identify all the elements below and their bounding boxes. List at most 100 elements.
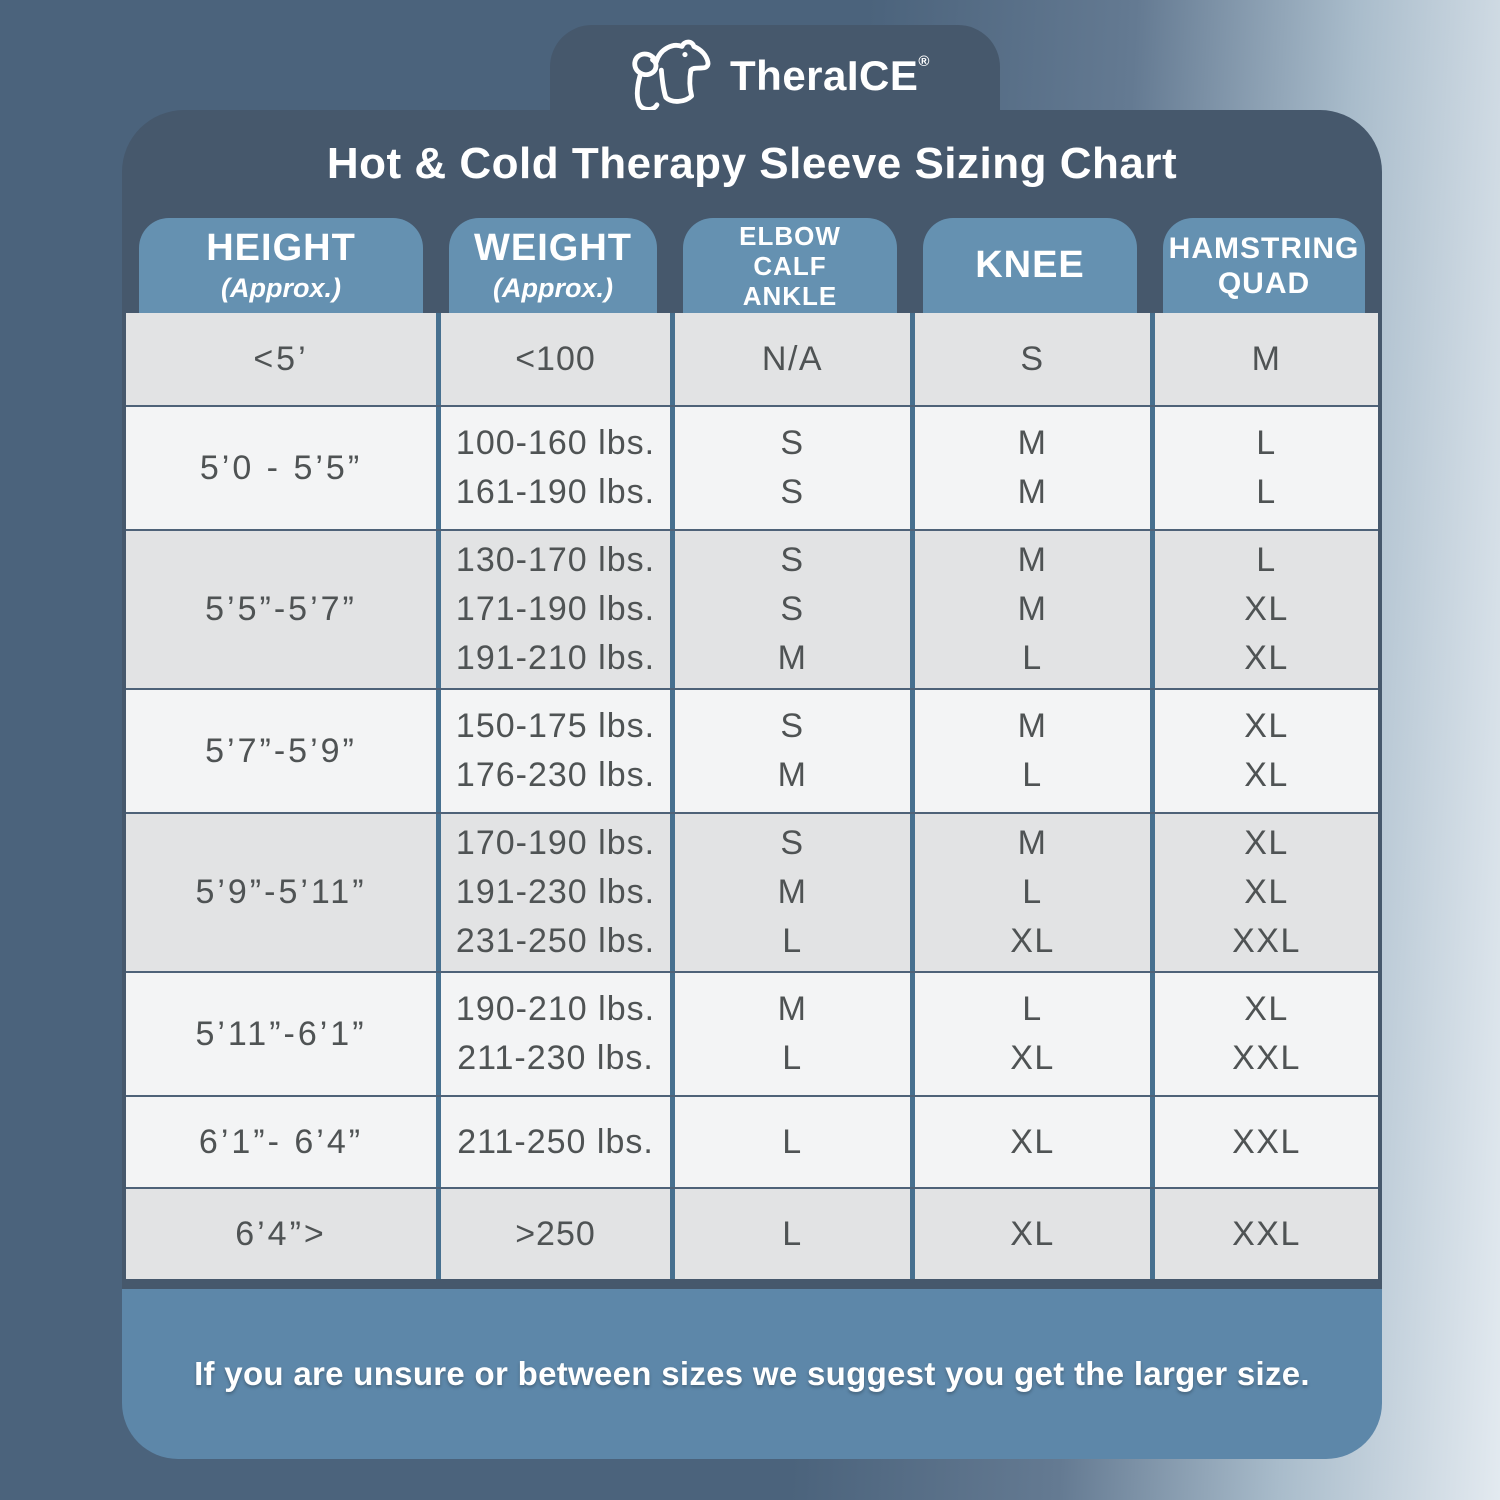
cell-value: 170-190 lbs. xyxy=(455,824,656,862)
cell-value: XL xyxy=(1244,639,1289,677)
table-row: 5’11”-6’1” 190-210 lbs. 211-230 lbs. M L L XL X… xyxy=(126,971,1378,1095)
header-cell-knee: KNEE xyxy=(923,218,1137,313)
cell-value: L xyxy=(1022,990,1043,1028)
brand-name: TheraICE® xyxy=(730,52,930,100)
cell-value: S xyxy=(780,473,805,511)
table-row: 6’1”- 6’4” 211-250 lbs. L XL XXL xyxy=(126,1095,1378,1187)
table-row: 5’5”-5’7” 130-170 lbs. 171-190 lbs. 191-210… xyxy=(126,529,1378,688)
cell-weight: 150-175 lbs. 176-230 lbs. xyxy=(436,690,670,812)
table-row: 5’9”-5’11” 170-190 lbs. 191-230 lbs. 231-25… xyxy=(126,812,1378,971)
brand-name-text: TheraICE xyxy=(730,52,919,99)
cell-value: L xyxy=(782,1122,803,1161)
cell-value: L xyxy=(782,922,803,960)
sizing-table: HEIGHT (Approx.) WEIGHT (Approx.) ELBOW CALF A… xyxy=(122,218,1382,1279)
cell-value: <5’ xyxy=(253,339,309,378)
cell-value: XL xyxy=(1010,922,1055,960)
cell-value: M xyxy=(1017,707,1048,745)
cell-hamstring-quad: L XL XL xyxy=(1150,531,1378,688)
cell-value: XL xyxy=(1244,824,1289,862)
header-cell-height: HEIGHT (Approx.) xyxy=(139,218,423,313)
cell-elbow-calf-ankle: L xyxy=(670,1097,910,1187)
cell-value: 191-210 lbs. xyxy=(455,639,656,677)
cell-value: XL xyxy=(1244,756,1289,794)
cell-value: L xyxy=(1022,873,1043,911)
sizing-chart-card: Hot & Cold Therapy Sleeve Sizing Chart H… xyxy=(122,110,1382,1459)
cell-value: 191-230 lbs. xyxy=(455,873,656,911)
cell-hamstring-quad: XL XL XXL xyxy=(1150,814,1378,971)
cell-value: XL xyxy=(1244,990,1289,1028)
cell-hamstring-quad: XL XXL xyxy=(1150,973,1378,1095)
polar-bear-icon xyxy=(632,39,711,112)
footer-note: If you are unsure or between sizes we su… xyxy=(194,1355,1310,1392)
cell-weight: 100-160 lbs. 161-190 lbs. xyxy=(436,407,670,529)
cell-value: XL xyxy=(1244,707,1289,745)
cell-value: N/A xyxy=(761,339,824,378)
cell-value: XL xyxy=(1010,1039,1055,1077)
header-sublabel: (Approx.) xyxy=(221,273,341,303)
chart-title: Hot & Cold Therapy Sleeve Sizing Chart xyxy=(326,139,1178,188)
table-body: <5’ <100 N/A S M 5’0 - 5’5” 100-160 lbs. 161-19… xyxy=(126,313,1378,1279)
cell-value: S xyxy=(1020,339,1045,378)
header-sublabel: (Approx.) xyxy=(493,273,613,303)
header-label: QUAD xyxy=(1217,266,1311,300)
cell-value: XL xyxy=(1244,590,1289,628)
cell-value: M xyxy=(1017,824,1048,862)
header-label: ANKLE xyxy=(742,280,838,311)
table-row: 5’0 - 5’5” 100-160 lbs. 161-190 lbs. S S M M L L xyxy=(126,405,1378,529)
cell-height: 5’7”-5’9” xyxy=(126,690,436,812)
table-header-row: HEIGHT (Approx.) WEIGHT (Approx.) ELBOW CALF A… xyxy=(126,218,1378,313)
cell-value: S xyxy=(780,541,805,579)
cell-value: 231-250 lbs. xyxy=(455,922,656,960)
cell-value: S xyxy=(780,707,805,745)
cell-value: L xyxy=(1256,473,1277,511)
cell-value: S xyxy=(780,590,805,628)
header-label: HEIGHT xyxy=(206,227,356,269)
header-cell-hamstring-quad: HAMSTRING QUAD xyxy=(1163,218,1365,313)
cell-value: S xyxy=(780,424,805,462)
cell-value: 5’5”-5’7” xyxy=(205,590,357,628)
cell-value: 130-170 lbs. xyxy=(455,541,656,579)
cell-knee: M L XL xyxy=(910,814,1150,971)
cell-hamstring-quad: XXL xyxy=(1150,1097,1378,1187)
cell-hamstring-quad: XL XL xyxy=(1150,690,1378,812)
cell-elbow-calf-ankle: N/A xyxy=(670,313,910,405)
cell-value: 6’1”- 6’4” xyxy=(198,1122,364,1161)
cell-value: XL xyxy=(1010,1122,1055,1161)
cell-knee: S xyxy=(910,313,1150,405)
cell-value: 5’11”-6’1” xyxy=(195,1014,367,1053)
cell-knee: XL xyxy=(910,1097,1150,1187)
table-footer-divider xyxy=(122,1279,1382,1289)
cell-value: M xyxy=(1017,424,1048,462)
cell-value: 150-175 lbs. xyxy=(455,707,656,745)
cell-weight: >250 xyxy=(436,1189,670,1279)
cell-value: L xyxy=(1256,424,1277,462)
cell-weight: 130-170 lbs. 171-190 lbs. 191-210 lbs. xyxy=(436,531,670,688)
cell-height: 5’9”-5’11” xyxy=(126,814,436,971)
cell-value: XXL xyxy=(1232,1039,1301,1077)
cell-value: 190-210 lbs. xyxy=(455,990,656,1028)
cell-height: 5’11”-6’1” xyxy=(126,973,436,1095)
cell-value: L xyxy=(1022,639,1043,677)
header-cell-weight: WEIGHT (Approx.) xyxy=(449,218,657,313)
header-label: WEIGHT xyxy=(474,227,632,269)
cell-value: M xyxy=(777,873,808,911)
cell-value: 211-230 lbs. xyxy=(457,1039,654,1077)
cell-value: M xyxy=(777,990,808,1028)
cell-value: M xyxy=(777,639,808,677)
cell-value: 100-160 lbs. xyxy=(455,424,656,462)
cell-value: S xyxy=(780,824,805,862)
cell-elbow-calf-ankle: L xyxy=(670,1189,910,1279)
cell-value: M xyxy=(1017,541,1048,579)
cell-value: 5’0 - 5’5” xyxy=(199,448,363,487)
cell-weight: 190-210 lbs. 211-230 lbs. xyxy=(436,973,670,1095)
cell-value: M xyxy=(1017,473,1048,511)
cell-value: 6’4”> xyxy=(235,1214,327,1253)
cell-hamstring-quad: M xyxy=(1150,313,1378,405)
cell-value: <100 xyxy=(515,339,596,378)
cell-value: 5’9”-5’11” xyxy=(195,873,367,911)
cell-value: 171-190 lbs. xyxy=(455,590,656,628)
